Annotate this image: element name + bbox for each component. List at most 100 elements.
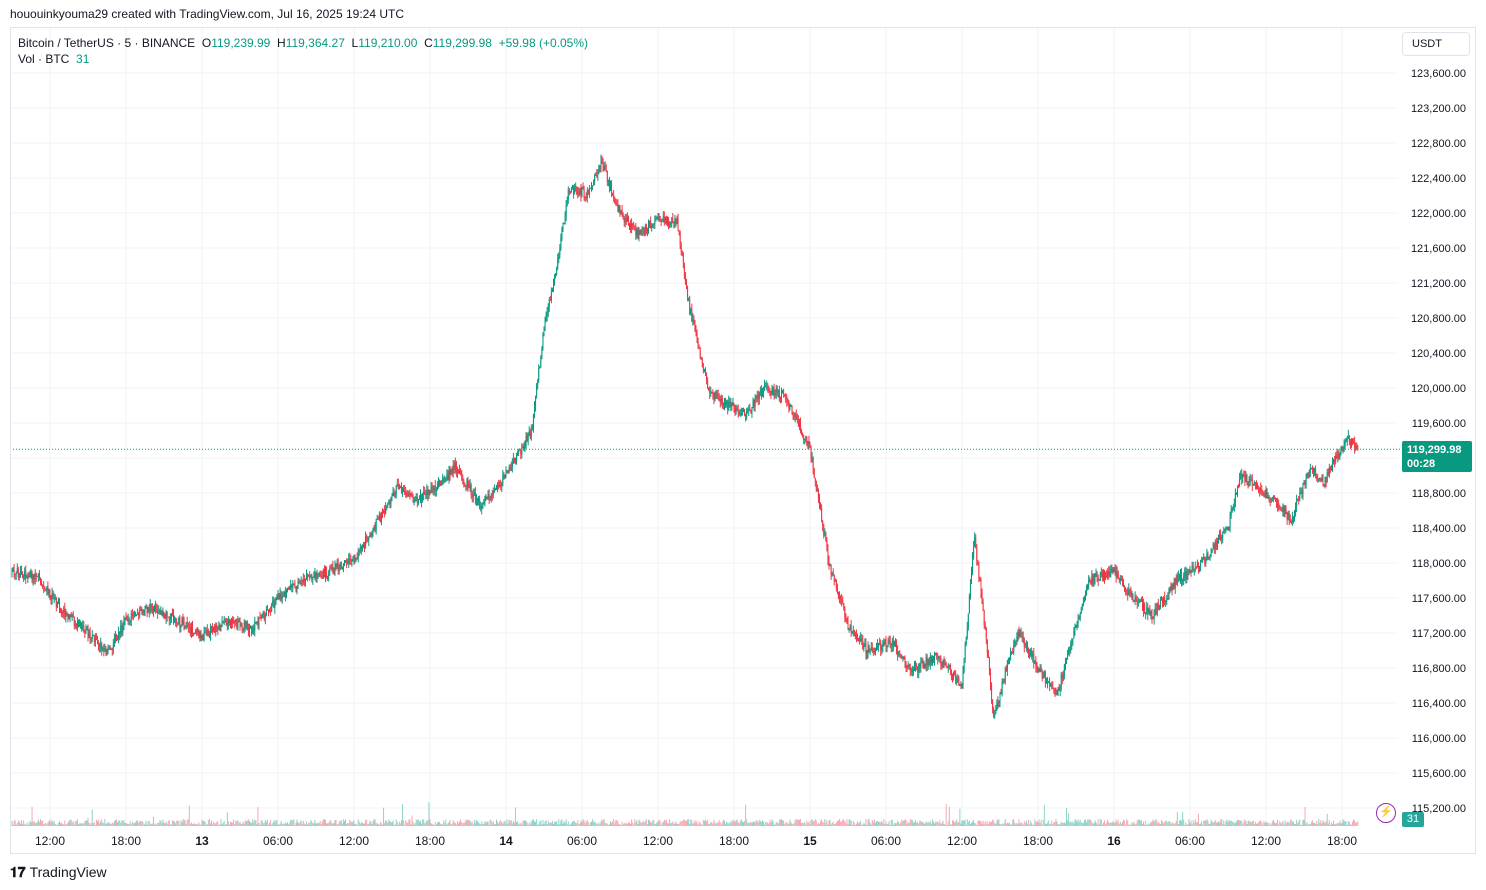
volume-bar [1282, 821, 1284, 826]
volume-bar [806, 820, 808, 826]
volume-bar [929, 821, 931, 826]
candle-body [1238, 485, 1240, 487]
candle-body [881, 646, 883, 651]
volume-bar [80, 823, 82, 826]
candle-body [369, 534, 371, 538]
candle-body [632, 223, 634, 225]
volume-bar [575, 822, 577, 826]
volume-bar [252, 819, 254, 826]
volume-bar [254, 819, 256, 826]
volume-bar [312, 823, 314, 826]
candle-body [1342, 448, 1344, 450]
volume-bar [398, 821, 400, 826]
volume-bar [870, 824, 872, 826]
volume-bar [118, 820, 120, 826]
volume-bar [972, 821, 974, 826]
volume-bar [1193, 822, 1195, 826]
candle-body [530, 430, 532, 438]
volume-bar [1099, 819, 1101, 826]
legend-volume-label[interactable]: Vol · BTC [18, 52, 70, 66]
volume-bar [623, 822, 625, 826]
candle-body [116, 635, 117, 641]
legend-symbol[interactable]: Bitcoin / TetherUS · 5 · BINANCE [18, 36, 196, 50]
candle-body [1204, 557, 1206, 564]
volume-bar [744, 821, 746, 826]
candle-body [992, 699, 994, 711]
volume-bar [691, 820, 693, 826]
candle-body [1284, 509, 1286, 512]
volume-bar [1277, 819, 1279, 826]
volume-bar [415, 819, 417, 826]
volume-bar [408, 819, 410, 826]
volume-bar [835, 822, 837, 826]
candle-body [436, 485, 438, 490]
volume-bar [662, 821, 664, 826]
candle-body [469, 484, 471, 488]
volume-bar [1222, 823, 1224, 826]
candle-body [1047, 679, 1048, 683]
volume-bar [682, 819, 684, 826]
candle-body [292, 584, 294, 588]
candle-body [176, 621, 178, 623]
volume-bar [453, 822, 455, 826]
volume-bar [808, 821, 810, 826]
candle-body [472, 493, 474, 498]
volume-bar [1191, 824, 1193, 826]
candle-body [621, 210, 623, 215]
volume-bar [1149, 824, 1151, 826]
candle-body [453, 464, 455, 470]
volume-bar [367, 824, 369, 826]
volume-bar [201, 819, 203, 826]
candle-body [126, 619, 128, 621]
candle-body [186, 622, 188, 624]
currency-button[interactable]: USDT [1402, 32, 1470, 56]
volume-bar [1345, 821, 1347, 826]
volume-bar [87, 817, 89, 826]
volume-bar [350, 820, 352, 826]
volume-bar [908, 822, 910, 826]
volume-bar [1111, 822, 1113, 826]
volume-bar [1311, 820, 1313, 826]
volume-bar [82, 823, 84, 826]
candle-body [550, 291, 552, 301]
volume-bar [109, 823, 111, 826]
volume-bar [910, 819, 912, 826]
candle-body [327, 575, 329, 577]
volume-bar [1308, 823, 1310, 826]
candle-body [878, 643, 880, 647]
candle-body [866, 652, 868, 654]
volume-bar [928, 822, 930, 826]
candle-body [600, 160, 602, 167]
volume-bar [592, 819, 594, 826]
volume-bar [138, 823, 140, 826]
candle-body [1067, 653, 1069, 659]
candle-body [1290, 521, 1292, 523]
candle-body [412, 496, 414, 503]
volume-bar [738, 823, 740, 826]
candle-body [1354, 441, 1356, 449]
lightning-icon[interactable]: ⚡ [1376, 803, 1396, 823]
volume-bar [1299, 819, 1301, 826]
volume-bar [617, 821, 619, 826]
volume-bar [459, 821, 461, 826]
candle-body [955, 673, 957, 683]
volume-bar [1079, 819, 1081, 826]
volume-bar [349, 819, 351, 826]
candle-body [858, 638, 860, 642]
volume-bar [1190, 820, 1192, 826]
volume-bar [359, 823, 361, 826]
volume-bar [50, 821, 52, 826]
candle-body [92, 635, 94, 637]
candle-body [1307, 473, 1309, 477]
candle-body [711, 391, 713, 394]
volume-bar [92, 823, 94, 826]
candle-body [844, 608, 846, 618]
candle-body [131, 613, 133, 615]
candle-body [70, 614, 72, 617]
tradingview-brand[interactable]: 𝟏𝟕 TradingView [10, 864, 107, 881]
volume-bar [1022, 824, 1024, 826]
volume-bar [553, 823, 554, 826]
volume-bar [230, 821, 231, 826]
volume-bar [841, 821, 843, 826]
